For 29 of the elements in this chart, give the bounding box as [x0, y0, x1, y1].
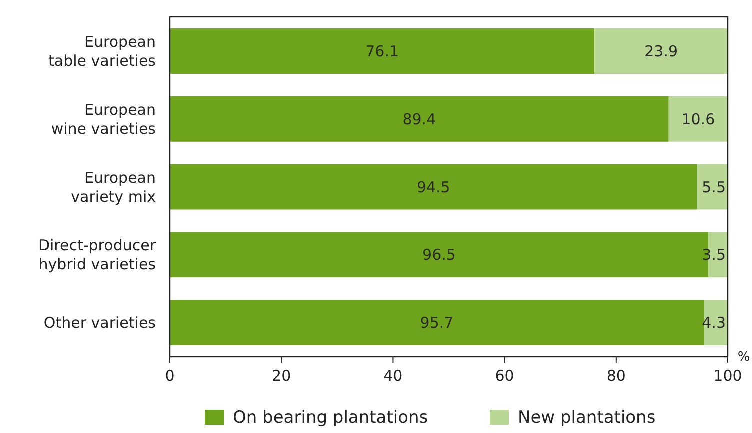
- data-label: 10.6: [682, 110, 716, 128]
- x-tick-label: 40: [384, 367, 403, 385]
- y-tick-label: Other varieties: [44, 314, 156, 332]
- x-tick-label: 0: [165, 367, 175, 385]
- y-tick-label: Direct-producer hybrid varieties: [38, 236, 157, 274]
- x-tick-label: 100: [714, 367, 742, 385]
- legend-label: On bearing plantations: [233, 408, 428, 428]
- y-tick-label: European table varieties: [48, 33, 156, 70]
- bar: [697, 164, 728, 210]
- data-label: 5.5: [702, 178, 726, 196]
- x-tick-label: 20: [272, 367, 292, 385]
- data-label: 95.7: [420, 314, 454, 332]
- data-label: 76.1: [366, 42, 400, 61]
- data-label: 89.4: [402, 110, 436, 128]
- bar: [170, 28, 595, 74]
- x-axis-title: %: [738, 350, 750, 365]
- data-label: 23.9: [644, 42, 678, 61]
- y-tick-label: European variety mix: [71, 168, 156, 206]
- bar: [668, 96, 728, 142]
- legend-label: New plantations: [518, 408, 656, 428]
- bar: [170, 164, 698, 210]
- bar: [594, 28, 728, 74]
- x-tick-label: 60: [495, 367, 514, 385]
- data-label: 96.5: [422, 246, 456, 264]
- x-tick-label: 80: [606, 367, 626, 385]
- bar: [170, 300, 704, 346]
- data-label: 94.5: [416, 178, 450, 196]
- y-tick-label: European wine varieties: [51, 100, 156, 138]
- bar: [170, 96, 669, 142]
